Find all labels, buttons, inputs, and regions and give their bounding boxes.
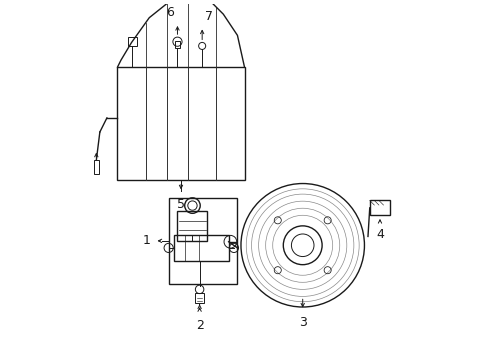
Bar bbox=[195, 293, 203, 303]
Bar bbox=[174, 41, 180, 48]
Text: 3: 3 bbox=[298, 316, 306, 329]
Text: 6: 6 bbox=[166, 6, 174, 19]
Bar bbox=[93, 160, 99, 174]
Bar bbox=[174, 235, 228, 261]
Text: 4: 4 bbox=[375, 228, 383, 240]
Bar bbox=[177, 211, 207, 241]
Text: 2: 2 bbox=[195, 319, 203, 332]
Bar bbox=[369, 201, 389, 215]
Text: 7: 7 bbox=[205, 10, 213, 23]
Bar bbox=[168, 198, 237, 284]
Text: 5: 5 bbox=[177, 198, 184, 211]
Bar bbox=[117, 67, 244, 180]
Bar bbox=[128, 37, 137, 46]
Text: 1: 1 bbox=[143, 234, 151, 247]
